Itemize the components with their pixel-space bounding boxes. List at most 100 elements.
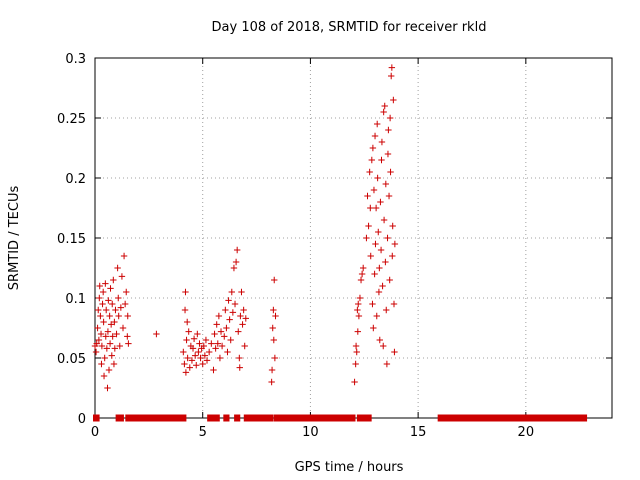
- data-point: [223, 324, 230, 332]
- data-point: [95, 336, 103, 344]
- data-point: [194, 330, 201, 338]
- data-point: [107, 321, 115, 328]
- data-point: [99, 300, 106, 308]
- data-point: [118, 273, 126, 280]
- data-point: [270, 306, 277, 314]
- data-point: [107, 285, 114, 292]
- data-point: [369, 300, 376, 308]
- data-point: [92, 348, 100, 356]
- zero-value-band: [223, 414, 230, 422]
- y-axis: 0 0.05 0.1 0.15 0.2 0.25 0.3: [57, 52, 612, 427]
- data-point: [388, 64, 396, 71]
- data-point: [205, 348, 213, 356]
- data-point: [374, 174, 381, 182]
- data-point: [183, 336, 190, 344]
- data-point: [232, 258, 240, 266]
- data-point: [390, 300, 398, 308]
- data-point: [225, 297, 232, 304]
- data-point: [201, 352, 209, 359]
- data-point: [387, 72, 395, 80]
- data-point: [100, 372, 108, 380]
- data-point: [357, 276, 365, 284]
- data-point: [106, 340, 114, 347]
- data-point: [105, 366, 113, 374]
- data-point: [389, 222, 396, 230]
- data-point: [354, 328, 362, 335]
- data-point: [355, 312, 363, 320]
- data-point: [376, 336, 383, 344]
- data-point: [123, 288, 130, 296]
- data-point: [94, 324, 101, 332]
- data-point: [378, 138, 386, 146]
- zero-value-band: [93, 414, 100, 422]
- data-point: [372, 240, 379, 248]
- data-point: [390, 96, 397, 104]
- data-point: [375, 228, 382, 236]
- y-tick-label: 0.15: [57, 232, 86, 247]
- data-point: [190, 335, 198, 342]
- data-point: [381, 102, 388, 110]
- data-point: [104, 384, 111, 392]
- zero-value-band: [437, 414, 588, 422]
- data-point: [270, 336, 277, 344]
- data-point: [180, 348, 187, 356]
- data-point: [351, 378, 358, 386]
- zero-value-band: [207, 414, 215, 422]
- data-point: [371, 132, 379, 140]
- data-point: [384, 150, 392, 158]
- data-point: [99, 288, 107, 296]
- data-point: [239, 321, 246, 328]
- data-point: [356, 294, 364, 302]
- data-point: [96, 294, 103, 302]
- data-point: [382, 180, 390, 188]
- data-point: [212, 345, 219, 352]
- data-point: [380, 216, 388, 224]
- data-point: [101, 354, 108, 362]
- zero-value-markers: [93, 414, 588, 422]
- data-point: [189, 345, 197, 352]
- zero-value-band: [356, 414, 372, 422]
- data-point: [370, 186, 378, 194]
- data-point: [214, 340, 221, 347]
- data-point: [359, 264, 367, 272]
- data-point: [124, 312, 131, 320]
- data-point: [210, 366, 217, 374]
- zero-value-band: [234, 414, 241, 422]
- data-point: [379, 282, 386, 290]
- data-point: [237, 312, 244, 320]
- data-point: [105, 297, 112, 304]
- data-point: [221, 333, 228, 340]
- data-point: [96, 282, 103, 290]
- data-point: [98, 360, 105, 368]
- data-point: [272, 312, 279, 320]
- data-point: [378, 156, 385, 164]
- zero-value-band: [273, 414, 356, 422]
- data-point: [184, 354, 191, 362]
- data-point: [93, 340, 100, 347]
- data-point: [112, 306, 119, 314]
- data-point: [102, 333, 109, 340]
- data-point: [213, 321, 220, 328]
- x-tick-label: 10: [302, 425, 319, 440]
- data-point: [241, 342, 248, 350]
- data-point: [116, 342, 123, 350]
- data-point: [389, 252, 396, 260]
- data-point: [376, 264, 383, 272]
- data-point: [115, 294, 122, 302]
- data-point: [380, 342, 387, 350]
- y-tick-label: 0.25: [57, 112, 86, 127]
- data-point: [271, 354, 279, 362]
- data-point: [124, 333, 131, 340]
- chart-title: Day 108 of 2018, SRMTID for receiver rkl…: [212, 20, 487, 35]
- data-point: [208, 340, 215, 347]
- data-point: [382, 258, 389, 266]
- y-tick-label: 0: [78, 412, 86, 427]
- data-point: [211, 330, 218, 338]
- x-tick-label: 5: [199, 425, 207, 440]
- data-point: [268, 378, 275, 386]
- data-point: [104, 328, 112, 335]
- data-point: [383, 360, 391, 368]
- data-point: [268, 366, 276, 374]
- data-point: [385, 126, 392, 134]
- data-point: [352, 360, 359, 368]
